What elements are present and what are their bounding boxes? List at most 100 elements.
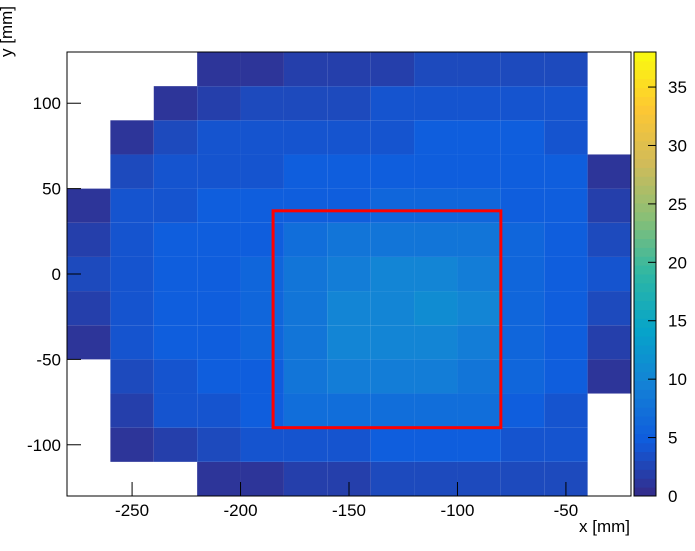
- heatmap-cell: [240, 359, 284, 394]
- heatmap-cell: [370, 256, 415, 292]
- colorbar-band: [634, 87, 656, 97]
- colorbar-band: [634, 424, 656, 435]
- colorbar-band: [634, 131, 656, 142]
- heatmap-cell: [500, 222, 545, 257]
- heatmap-cell: [588, 394, 631, 428]
- colorbar-band: [634, 460, 656, 470]
- heatmap-cell: [153, 359, 198, 394]
- heatmap-cell: [283, 393, 328, 428]
- heatmap-cell: [153, 120, 198, 155]
- heatmap-cell: [197, 291, 241, 326]
- heatmap-cell: [240, 427, 284, 462]
- colorbar-tick-label: 15: [668, 312, 687, 331]
- heatmap-cell: [327, 256, 371, 292]
- colorbar-tick-label: 30: [668, 136, 687, 155]
- heatmap-cell: [153, 188, 198, 223]
- heatmap-cell: [240, 52, 284, 87]
- heatmap-cell: [153, 154, 198, 189]
- heatmap-cell: [240, 256, 284, 292]
- colorbar-band: [634, 345, 656, 355]
- heatmap-cell: [370, 188, 415, 223]
- heatmap-cell: [544, 325, 588, 360]
- heatmap-cell: [327, 154, 371, 189]
- heatmap-cell: [240, 154, 284, 189]
- colorbar-band: [634, 60, 656, 71]
- heatmap-cell: [414, 359, 458, 394]
- heatmap-cell: [153, 427, 198, 462]
- heatmap-cell: [110, 256, 154, 292]
- colorbar-band: [634, 371, 656, 382]
- heatmap-cell: [500, 291, 545, 326]
- heatmap-cell: [197, 52, 241, 87]
- heatmap-cell: [67, 188, 111, 223]
- colorbar-tick-label: 0: [668, 487, 677, 506]
- colorbar-tick-label: 25: [668, 195, 687, 214]
- heatmap-cell: [283, 359, 328, 394]
- colorbar-band: [634, 149, 656, 160]
- colorbar-band: [634, 487, 656, 497]
- heatmap-cell: [197, 188, 241, 223]
- heatmap-cell: [414, 325, 458, 360]
- heatmap-cell: [414, 154, 458, 189]
- heatmap-cell: [588, 52, 631, 86]
- heatmap-cell: [370, 359, 415, 394]
- heatmap-cell: [500, 120, 545, 155]
- x-tick-label: -150: [332, 501, 366, 520]
- colorbar-band: [634, 105, 656, 115]
- heatmap-cell: [500, 86, 545, 121]
- heatmap-cell: [327, 120, 371, 155]
- heatmap-cell: [283, 86, 328, 121]
- heatmap-cell: [327, 52, 371, 87]
- heatmap-cell: [110, 359, 154, 394]
- colorbar-band: [634, 442, 656, 453]
- heatmap-cell: [588, 462, 631, 496]
- heatmap-cell: [283, 52, 328, 87]
- colorbar-band: [634, 469, 656, 479]
- heatmap-cell: [240, 393, 284, 428]
- colorbar-band: [634, 185, 656, 195]
- heatmap-cell: [370, 120, 415, 155]
- heatmap-cell: [67, 394, 110, 428]
- heatmap-cell: [110, 291, 154, 326]
- heatmap-cell: [457, 154, 501, 189]
- heatmap-cell: [327, 291, 371, 326]
- heatmap-cell: [240, 325, 284, 360]
- colorbar-band: [634, 300, 656, 311]
- heatmap-cell: [197, 393, 241, 428]
- heatmap-cell: [588, 120, 631, 154]
- x-tick-label: -50: [554, 501, 579, 520]
- colorbar-band: [634, 123, 656, 133]
- y-axis-label: y [mm]: [0, 6, 16, 57]
- colorbar-band: [634, 265, 656, 275]
- colorbar-band: [634, 327, 656, 337]
- heatmap-cell: [414, 256, 458, 292]
- colorbar-band: [634, 407, 656, 417]
- colorbar-band: [634, 398, 656, 408]
- heatmap-cell: [197, 256, 241, 292]
- heatmap-cell: [370, 461, 415, 496]
- heatmap-cell: [457, 461, 501, 496]
- heatmap-cell: [370, 222, 415, 257]
- heatmap-cell: [588, 86, 631, 120]
- heatmap-cell: [197, 154, 241, 189]
- heatmap-cell: [153, 393, 198, 428]
- colorbar-band: [634, 353, 656, 364]
- heatmap-cell: [500, 359, 545, 394]
- heatmap-cell: [240, 120, 284, 155]
- colorbar-frame: [633, 51, 657, 497]
- heatmap-cell: [414, 393, 458, 428]
- heatmap-cell: [197, 325, 241, 360]
- heatmap-cell: [500, 427, 545, 462]
- heatmap-cell: [457, 222, 501, 257]
- heatmap-cell: [544, 359, 588, 394]
- heatmap-cell: [197, 427, 241, 462]
- heatmap-cell: [327, 393, 371, 428]
- colorbar-band: [634, 167, 656, 177]
- colorbar-band: [634, 336, 656, 346]
- colorbar-band: [634, 114, 656, 124]
- heatmap-cell: [110, 120, 154, 155]
- heatmap-cell: [240, 461, 284, 496]
- heatmap-cell: [370, 52, 415, 87]
- heatmap-cell: [327, 86, 371, 121]
- heatmap-cell: [544, 154, 588, 189]
